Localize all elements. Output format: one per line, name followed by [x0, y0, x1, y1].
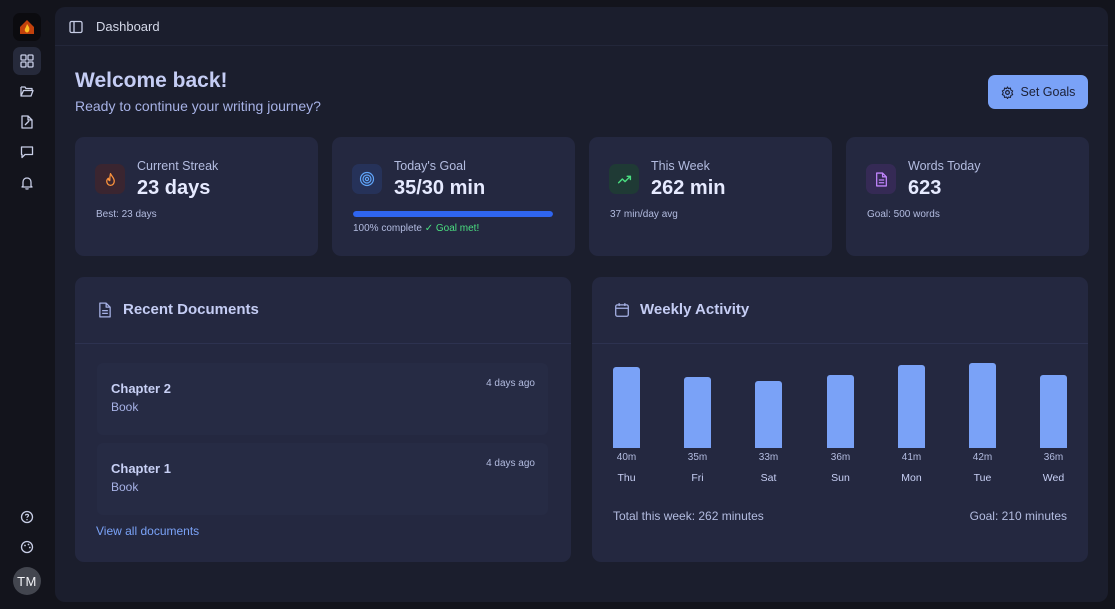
grid-icon: [20, 54, 34, 68]
chart-day-label: Wed: [1042, 472, 1065, 484]
chart-value-label: 35m: [687, 452, 708, 463]
chart-value-label: 42m: [972, 452, 993, 463]
weekly-goal: Goal: 210 minutes: [969, 509, 1067, 523]
set-goals-button[interactable]: Set Goals: [988, 75, 1088, 109]
file-text-icon: [875, 171, 887, 187]
chart-day-label: Sun: [831, 472, 850, 484]
flame-icon: [105, 172, 115, 186]
chart-bar-fri: [684, 377, 711, 448]
chart-day-label: Thu: [617, 472, 636, 484]
nav-notifications[interactable]: [13, 169, 41, 197]
streak-value: 23 days: [137, 177, 211, 199]
sidebar-toggle-icon[interactable]: [69, 20, 83, 39]
chart-bar-sun: [827, 375, 854, 448]
chart-bar-sat: [755, 381, 782, 448]
chart-day-label: Fri: [691, 472, 704, 484]
goal-value: 35/30 min: [394, 177, 486, 199]
words-label: Words Today: [908, 159, 981, 173]
set-goals-label: Set Goals: [1020, 85, 1076, 99]
weekly-total: Total this week: 262 minutes: [613, 509, 764, 523]
streak-label: Current Streak: [137, 159, 219, 173]
file-edit-icon: [21, 115, 33, 129]
streak-icon-box: [95, 164, 125, 194]
nav-help[interactable]: [13, 503, 41, 531]
week-card: This Week 262 min 37 min/day avg: [589, 137, 832, 256]
calendar-icon: [614, 302, 630, 323]
goal-icon-box: [352, 164, 382, 194]
chart-value-label: 36m: [830, 452, 851, 463]
chart-day-label: Sat: [760, 472, 777, 484]
avatar[interactable]: TM: [13, 567, 41, 595]
nav-theme[interactable]: [13, 533, 41, 561]
weekly-activity-chart: 40m Thu 35m Fri 33m Sat 36m Sun 41m Mon 42m Tue 36m W…: [592, 277, 1088, 562]
chart-bar-tue: [969, 363, 996, 448]
nav-edit-file[interactable]: [13, 108, 41, 136]
folder-open-icon: [20, 86, 34, 97]
app-logo[interactable]: [13, 13, 41, 41]
chart-bar-mon: [898, 365, 925, 448]
words-icon-box: [866, 164, 896, 194]
goal-progress-fill: [353, 211, 553, 217]
target-icon: [359, 171, 375, 187]
chart-value-label: 33m: [758, 452, 779, 463]
words-card: Words Today 623 Goal: 500 words: [846, 137, 1089, 256]
page-title: Welcome back!: [75, 69, 228, 92]
top-bar: Dashboard: [55, 7, 1108, 46]
chart-value-label: 36m: [1043, 452, 1064, 463]
week-icon-box: [609, 164, 639, 194]
streak-best: Best: 23 days: [96, 209, 157, 220]
chart-bar-thu: [613, 367, 640, 448]
week-label: This Week: [651, 159, 710, 173]
goal-progress-text: 100% complete ✓ Goal met!: [353, 223, 479, 234]
document-type: Book: [111, 400, 139, 414]
list-item[interactable]: Chapter 1 Book 4 days ago: [97, 443, 548, 515]
week-value: 262 min: [651, 177, 726, 199]
streak-card: Current Streak 23 days Best: 23 days: [75, 137, 318, 256]
words-goal: Goal: 500 words: [867, 209, 940, 220]
document-time: 4 days ago: [486, 458, 535, 469]
palette-icon: [20, 540, 34, 554]
bell-icon: [21, 177, 33, 190]
list-item[interactable]: Chapter 2 Book 4 days ago: [97, 363, 548, 435]
panel-divider: [592, 343, 1088, 344]
gear-icon: [1001, 85, 1013, 99]
weekly-activity-title: Weekly Activity: [640, 301, 750, 318]
words-value: 623: [908, 177, 942, 199]
nav-dashboard[interactable]: [13, 47, 41, 75]
message-square-icon: [20, 146, 34, 159]
nav-documents[interactable]: [13, 77, 41, 105]
chart-day-label: Tue: [973, 472, 992, 484]
chart-value-label: 40m: [616, 452, 637, 463]
page-subtitle: Ready to continue your writing journey?: [75, 98, 321, 114]
goal-complete-text: 100% complete: [353, 223, 422, 234]
goal-met-text: ✓ Goal met!: [424, 223, 480, 234]
panel-divider: [75, 343, 571, 344]
flame-house-icon: [20, 20, 34, 34]
recent-documents-panel: Recent Documents Chapter 2 Book 4 days a…: [75, 277, 571, 562]
document-icon: [97, 302, 113, 323]
document-time: 4 days ago: [486, 378, 535, 389]
recent-documents-title: Recent Documents: [123, 301, 259, 318]
weekly-activity-panel: Weekly Activity 40m Thu 35m Fri 33m Sat 36m Sun…: [592, 277, 1088, 562]
week-average: 37 min/day avg: [610, 209, 678, 220]
chart-day-label: Mon: [901, 472, 922, 484]
goal-card: Today's Goal 35/30 min 100% complete ✓ G…: [332, 137, 575, 256]
document-type: Book: [111, 480, 139, 494]
help-bubble-icon: [20, 510, 34, 524]
document-name: Chapter 2: [111, 381, 171, 396]
main-content: Dashboard Welcome back! Ready to continu…: [55, 7, 1108, 602]
goal-label: Today's Goal: [394, 159, 466, 173]
chart-value-label: 41m: [901, 452, 922, 463]
sidebar-rail: TM: [0, 0, 54, 609]
view-all-documents-link[interactable]: View all documents: [96, 524, 200, 538]
trending-up-icon: [617, 175, 631, 183]
breadcrumb: Dashboard: [96, 19, 160, 34]
goal-progress-bar: [353, 211, 553, 217]
nav-messages[interactable]: [13, 138, 41, 166]
document-name: Chapter 1: [111, 461, 171, 476]
chart-bar-wed: [1040, 375, 1067, 448]
